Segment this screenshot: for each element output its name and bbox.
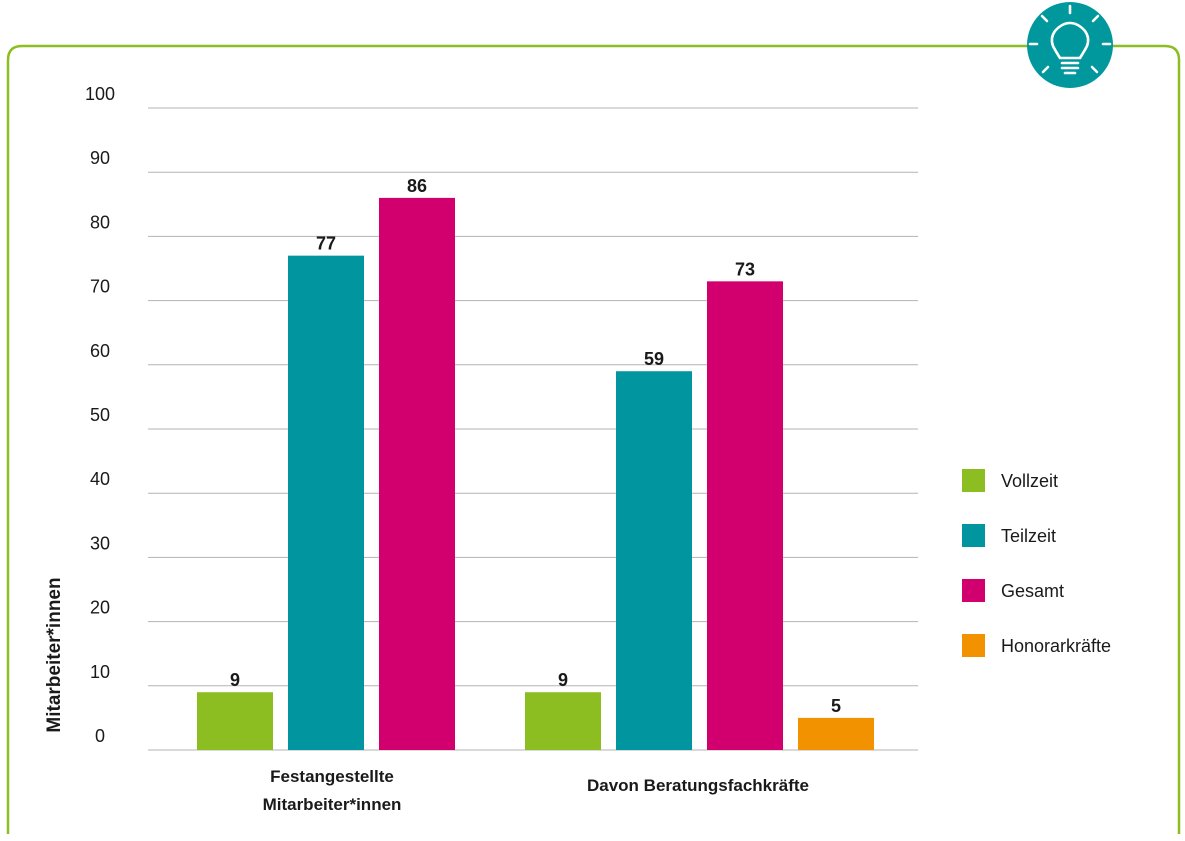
y-tick-label: 60 [90,341,110,361]
y-tick-label: 0 [95,726,105,746]
legend: Vollzeit Teilzeit Gesamt Honorarkräfte [962,469,1111,657]
legend-swatch [962,579,985,602]
bar-value-label: 86 [407,176,427,196]
bar-gesamt [379,197,455,750]
bar-value-label: 9 [230,670,240,690]
gridlines [148,107,918,751]
bar-honorarkr-fte [798,717,874,750]
bar-vollzeit [197,692,273,750]
bar-value-label: 59 [644,349,664,369]
legend-label: Teilzeit [1001,526,1056,546]
y-tick-label: 30 [90,533,110,553]
y-tick-label: 50 [90,405,110,425]
y-axis-title: Mitarbeiter*innen [44,577,65,732]
bar-teilzeit [616,371,692,750]
bar-gesamt [707,281,783,750]
y-tick-label: 20 [90,598,110,618]
bar-value-label: 77 [316,234,336,254]
legend-label: Vollzeit [1001,471,1058,491]
bars [197,197,874,750]
legend-label: Gesamt [1001,581,1064,601]
legend-swatch [962,524,985,547]
bar-teilzeit [288,255,364,750]
y-tick-label: 40 [90,469,110,489]
value-labels: 9 77 86 9 59 73 5 [230,176,841,716]
y-tick-label: 100 [85,84,115,104]
legend-label: Honorarkräfte [1001,636,1111,656]
x-category-label: Festangestellte [270,767,394,786]
y-tick-label: 90 [90,148,110,168]
bar-value-label: 5 [831,696,841,716]
x-axis-categories: Festangestellte Mitarbeiter*innen Davon Be… [263,767,809,814]
bar-value-label: 9 [558,670,568,690]
x-category-label: Davon Beratungsfachkräfte [587,776,809,795]
chart-frame [6,44,1181,834]
bar-vollzeit [525,692,601,750]
y-tick-label: 80 [90,212,110,232]
x-category-label: Mitarbeiter*innen [263,795,402,814]
legend-swatch [962,634,985,657]
lightbulb-icon [1027,2,1113,88]
y-tick-label: 70 [90,277,110,297]
bar-value-label: 73 [735,259,755,279]
y-tick-label: 10 [90,662,110,682]
legend-swatch [962,469,985,492]
y-axis-ticks: 0 10 20 30 40 50 60 70 80 90 100 [85,84,115,746]
